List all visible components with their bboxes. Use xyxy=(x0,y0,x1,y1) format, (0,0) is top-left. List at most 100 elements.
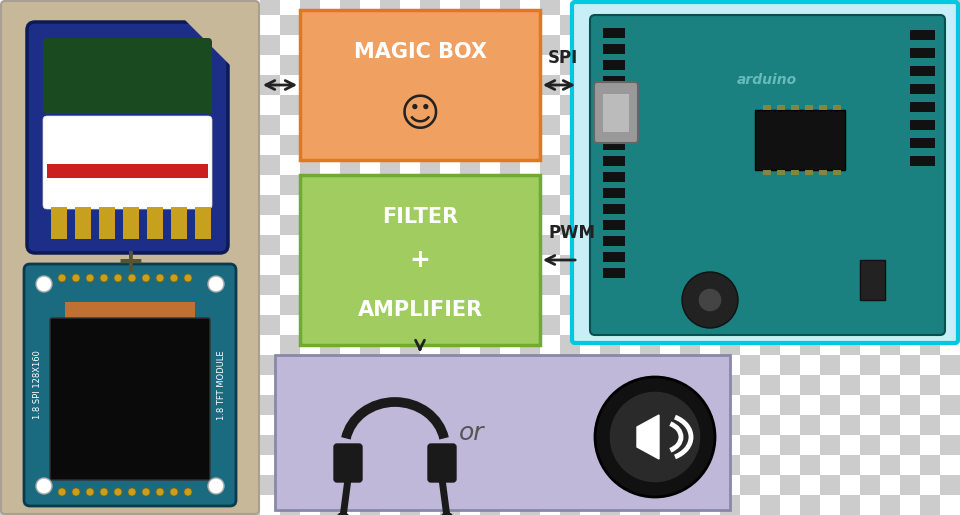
Bar xyxy=(560,195,580,215)
Bar xyxy=(880,455,900,475)
Bar xyxy=(500,315,520,335)
Bar xyxy=(540,0,560,15)
Bar xyxy=(880,415,900,435)
Bar xyxy=(320,495,340,515)
Bar xyxy=(820,415,840,435)
Bar xyxy=(0,255,20,275)
Bar xyxy=(200,0,220,15)
Bar xyxy=(880,135,900,155)
Bar xyxy=(220,315,240,335)
Bar xyxy=(800,235,820,255)
Bar xyxy=(740,475,760,495)
FancyBboxPatch shape xyxy=(43,116,212,209)
Bar xyxy=(160,95,180,115)
Bar xyxy=(20,395,40,415)
Bar xyxy=(123,207,139,239)
Circle shape xyxy=(336,512,350,515)
Bar xyxy=(440,275,460,295)
Bar xyxy=(603,60,625,70)
Bar xyxy=(600,455,620,475)
Bar xyxy=(100,35,120,55)
Bar xyxy=(340,355,360,375)
Bar xyxy=(120,155,140,175)
Bar xyxy=(720,295,740,315)
Bar xyxy=(840,115,860,135)
Bar xyxy=(820,75,840,95)
Bar xyxy=(620,295,640,315)
Bar xyxy=(400,335,420,355)
Bar xyxy=(560,0,580,15)
Bar xyxy=(180,195,200,215)
Bar xyxy=(120,75,140,95)
Bar xyxy=(280,475,300,495)
Bar xyxy=(805,105,813,110)
Bar xyxy=(260,135,280,155)
Circle shape xyxy=(36,478,52,494)
Bar xyxy=(620,95,640,115)
Bar xyxy=(320,415,340,435)
Bar xyxy=(603,140,625,150)
Bar xyxy=(520,495,540,515)
Bar xyxy=(420,155,440,175)
Bar xyxy=(720,395,740,415)
Bar xyxy=(160,475,180,495)
Bar xyxy=(580,415,600,435)
Bar xyxy=(640,275,660,295)
Bar xyxy=(603,108,625,118)
Bar xyxy=(540,275,560,295)
Bar xyxy=(660,195,680,215)
Bar xyxy=(880,0,900,15)
Bar xyxy=(75,207,91,239)
Bar xyxy=(460,315,480,335)
Bar xyxy=(300,195,320,215)
Bar xyxy=(320,295,340,315)
Bar xyxy=(420,75,440,95)
Bar xyxy=(560,155,580,175)
Bar xyxy=(880,255,900,275)
Bar xyxy=(240,355,260,375)
Bar xyxy=(360,275,380,295)
Bar xyxy=(20,115,40,135)
Bar xyxy=(0,375,20,395)
Bar xyxy=(120,475,140,495)
Bar xyxy=(780,75,800,95)
Polygon shape xyxy=(637,415,659,459)
Bar xyxy=(780,235,800,255)
Bar xyxy=(603,252,625,262)
Bar xyxy=(100,95,120,115)
Bar xyxy=(620,195,640,215)
Bar xyxy=(900,55,920,75)
Bar xyxy=(740,175,760,195)
Text: +: + xyxy=(116,247,144,280)
Bar xyxy=(740,55,760,75)
Bar xyxy=(833,105,841,110)
Bar xyxy=(300,415,320,435)
Bar xyxy=(400,115,420,135)
Bar xyxy=(600,395,620,415)
Bar xyxy=(700,295,720,315)
Bar xyxy=(240,75,260,95)
Bar xyxy=(300,35,320,55)
Bar xyxy=(910,102,935,112)
Bar xyxy=(740,215,760,235)
Bar xyxy=(0,55,20,75)
Bar xyxy=(500,195,520,215)
Bar xyxy=(180,95,200,115)
Bar xyxy=(560,255,580,275)
Bar xyxy=(100,435,120,455)
Bar xyxy=(700,255,720,275)
Bar xyxy=(80,475,100,495)
Bar xyxy=(140,0,160,15)
Bar xyxy=(520,455,540,475)
Bar xyxy=(80,95,100,115)
Bar xyxy=(60,395,80,415)
Bar xyxy=(40,455,60,475)
Bar xyxy=(780,175,800,195)
Bar xyxy=(0,335,20,355)
Bar xyxy=(760,475,780,495)
Bar xyxy=(440,435,460,455)
Bar xyxy=(300,395,320,415)
Bar xyxy=(0,135,20,155)
Bar xyxy=(340,395,360,415)
Bar xyxy=(240,495,260,515)
